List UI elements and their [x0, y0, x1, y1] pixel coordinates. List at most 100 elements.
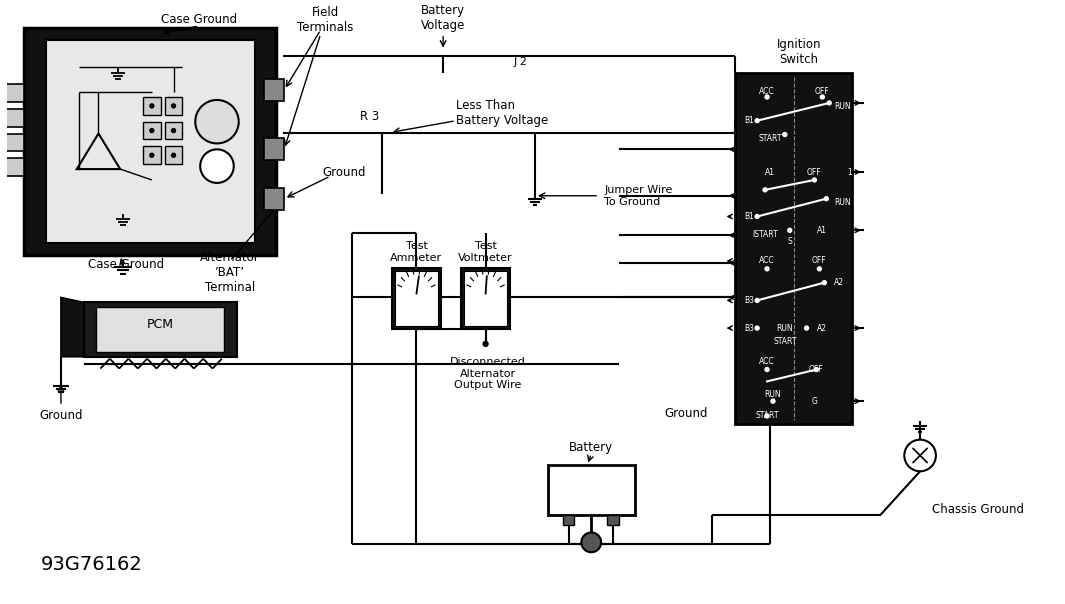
- Circle shape: [765, 368, 769, 371]
- Text: R 3: R 3: [360, 111, 379, 123]
- Bar: [264, 188, 284, 210]
- Text: Ground: Ground: [39, 410, 83, 422]
- Bar: [143, 121, 161, 140]
- Circle shape: [818, 267, 821, 271]
- Text: RUN: RUN: [765, 390, 782, 399]
- Circle shape: [824, 197, 829, 201]
- Circle shape: [783, 132, 787, 137]
- Circle shape: [150, 104, 153, 108]
- Text: S: S: [787, 237, 792, 246]
- Circle shape: [171, 129, 176, 132]
- Bar: [736, 73, 852, 424]
- Text: Less Than
Battery Voltage: Less Than Battery Voltage: [456, 99, 548, 127]
- Bar: [3, 158, 24, 176]
- Bar: [607, 515, 619, 525]
- Circle shape: [788, 228, 791, 233]
- Circle shape: [200, 149, 234, 183]
- Circle shape: [765, 95, 769, 99]
- Circle shape: [150, 153, 153, 157]
- Circle shape: [765, 267, 769, 271]
- Bar: [84, 303, 236, 357]
- Circle shape: [771, 399, 775, 403]
- Text: B1: B1: [744, 116, 754, 125]
- Bar: [562, 515, 574, 525]
- Bar: [143, 97, 161, 115]
- Circle shape: [195, 100, 239, 143]
- Text: Jumper Wire
To Ground: Jumper Wire To Ground: [604, 185, 672, 207]
- Text: 93G76162: 93G76162: [42, 554, 143, 574]
- Text: B3: B3: [744, 324, 754, 333]
- Circle shape: [822, 281, 826, 284]
- Circle shape: [171, 104, 176, 108]
- Circle shape: [904, 440, 936, 471]
- Text: B1: B1: [744, 212, 754, 221]
- Bar: [461, 268, 510, 329]
- Text: OFF: OFF: [807, 167, 822, 176]
- Text: A1: A1: [817, 226, 828, 235]
- Circle shape: [755, 214, 759, 219]
- Bar: [165, 97, 182, 115]
- Circle shape: [581, 533, 601, 552]
- Circle shape: [815, 368, 818, 371]
- Text: OFF: OFF: [812, 257, 826, 265]
- Circle shape: [755, 326, 759, 330]
- Text: Battery
Voltage: Battery Voltage: [421, 4, 465, 32]
- Circle shape: [171, 153, 176, 157]
- Bar: [143, 146, 161, 164]
- Circle shape: [820, 95, 824, 99]
- Text: OFF: OFF: [815, 86, 830, 95]
- Bar: [3, 133, 24, 152]
- Text: A1: A1: [765, 167, 775, 176]
- Bar: [264, 79, 284, 101]
- Text: ACC: ACC: [759, 86, 775, 95]
- Text: Ignition
Switch: Ignition Switch: [776, 37, 821, 66]
- Text: Ground: Ground: [665, 408, 708, 420]
- Text: START: START: [755, 411, 779, 420]
- Text: J 2: J 2: [513, 57, 527, 68]
- Polygon shape: [61, 297, 84, 357]
- Text: Ground: Ground: [323, 165, 366, 179]
- Circle shape: [755, 119, 759, 123]
- Text: Field
Terminals: Field Terminals: [297, 6, 354, 34]
- Text: ACC: ACC: [759, 257, 775, 265]
- Text: ACC: ACC: [759, 357, 775, 366]
- Bar: [3, 109, 24, 127]
- Bar: [3, 84, 24, 102]
- Text: OFF: OFF: [809, 365, 823, 374]
- Text: START: START: [773, 338, 797, 347]
- Circle shape: [813, 178, 817, 182]
- Bar: [464, 271, 507, 326]
- Text: G: G: [812, 397, 817, 406]
- Circle shape: [755, 298, 759, 303]
- Text: Chassis Ground: Chassis Ground: [932, 503, 1023, 516]
- Text: Test
Voltmeter: Test Voltmeter: [458, 241, 513, 263]
- Bar: [46, 40, 255, 243]
- Text: Case Ground: Case Ground: [87, 259, 164, 271]
- Bar: [547, 465, 635, 515]
- Circle shape: [150, 129, 153, 132]
- Text: PCM: PCM: [147, 318, 175, 330]
- Text: 1: 1: [847, 167, 852, 176]
- Text: B3: B3: [744, 296, 754, 305]
- Text: Case Ground: Case Ground: [161, 13, 237, 27]
- Bar: [165, 121, 182, 140]
- Text: Disconnected
Alternator
Output Wire: Disconnected Alternator Output Wire: [449, 357, 525, 390]
- Text: A2: A2: [834, 278, 845, 287]
- Bar: [96, 307, 224, 352]
- Circle shape: [765, 414, 769, 418]
- Text: A2: A2: [817, 324, 828, 333]
- Circle shape: [764, 188, 767, 192]
- Bar: [165, 146, 182, 164]
- Bar: [264, 138, 284, 160]
- Text: Battery: Battery: [569, 441, 613, 454]
- Circle shape: [484, 341, 488, 346]
- Bar: [24, 28, 276, 255]
- Text: RUN: RUN: [834, 102, 851, 111]
- Text: Alternator
’BAT’
Terminal: Alternator ’BAT’ Terminal: [200, 251, 260, 294]
- Text: RUN: RUN: [834, 198, 851, 207]
- Bar: [395, 271, 438, 326]
- Text: Test
Ammeter: Test Ammeter: [391, 241, 443, 263]
- Text: ISTART: ISTART: [752, 230, 777, 239]
- Text: START: START: [758, 134, 782, 143]
- Circle shape: [828, 101, 831, 105]
